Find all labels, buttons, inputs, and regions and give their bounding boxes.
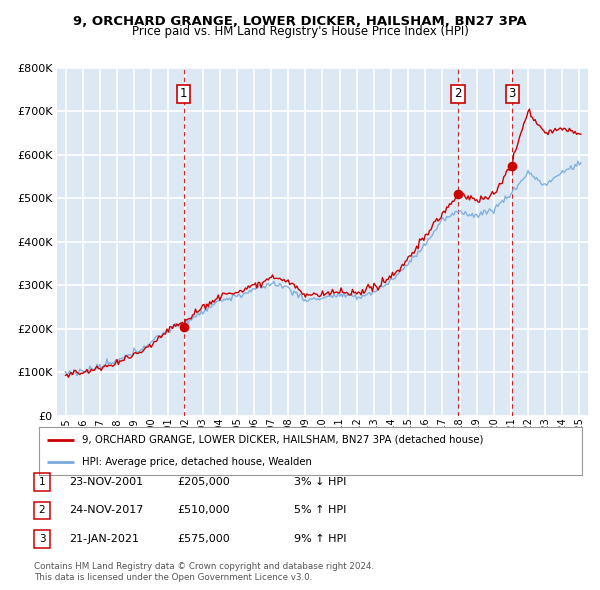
Text: This data is licensed under the Open Government Licence v3.0.: This data is licensed under the Open Gov…	[34, 572, 313, 582]
Text: 2: 2	[38, 506, 46, 515]
Text: 3% ↓ HPI: 3% ↓ HPI	[294, 477, 346, 487]
Text: 24-NOV-2017: 24-NOV-2017	[69, 506, 143, 515]
Text: 23-NOV-2001: 23-NOV-2001	[69, 477, 143, 487]
Text: 21-JAN-2021: 21-JAN-2021	[69, 534, 139, 543]
Text: Price paid vs. HM Land Registry's House Price Index (HPI): Price paid vs. HM Land Registry's House …	[131, 25, 469, 38]
Text: 5% ↑ HPI: 5% ↑ HPI	[294, 506, 346, 515]
Text: HPI: Average price, detached house, Wealden: HPI: Average price, detached house, Weal…	[82, 457, 313, 467]
Text: £510,000: £510,000	[177, 506, 230, 515]
Text: 9, ORCHARD GRANGE, LOWER DICKER, HAILSHAM, BN27 3PA: 9, ORCHARD GRANGE, LOWER DICKER, HAILSHA…	[73, 15, 527, 28]
Text: Contains HM Land Registry data © Crown copyright and database right 2024.: Contains HM Land Registry data © Crown c…	[34, 562, 374, 571]
Text: 1: 1	[38, 477, 46, 487]
Text: 9% ↑ HPI: 9% ↑ HPI	[294, 534, 347, 543]
Text: £575,000: £575,000	[177, 534, 230, 543]
Text: 9, ORCHARD GRANGE, LOWER DICKER, HAILSHAM, BN27 3PA (detached house): 9, ORCHARD GRANGE, LOWER DICKER, HAILSHA…	[82, 435, 484, 445]
Text: £205,000: £205,000	[177, 477, 230, 487]
Text: 1: 1	[180, 87, 188, 100]
Text: 3: 3	[38, 534, 46, 543]
Text: 3: 3	[509, 87, 516, 100]
Text: 2: 2	[454, 87, 461, 100]
